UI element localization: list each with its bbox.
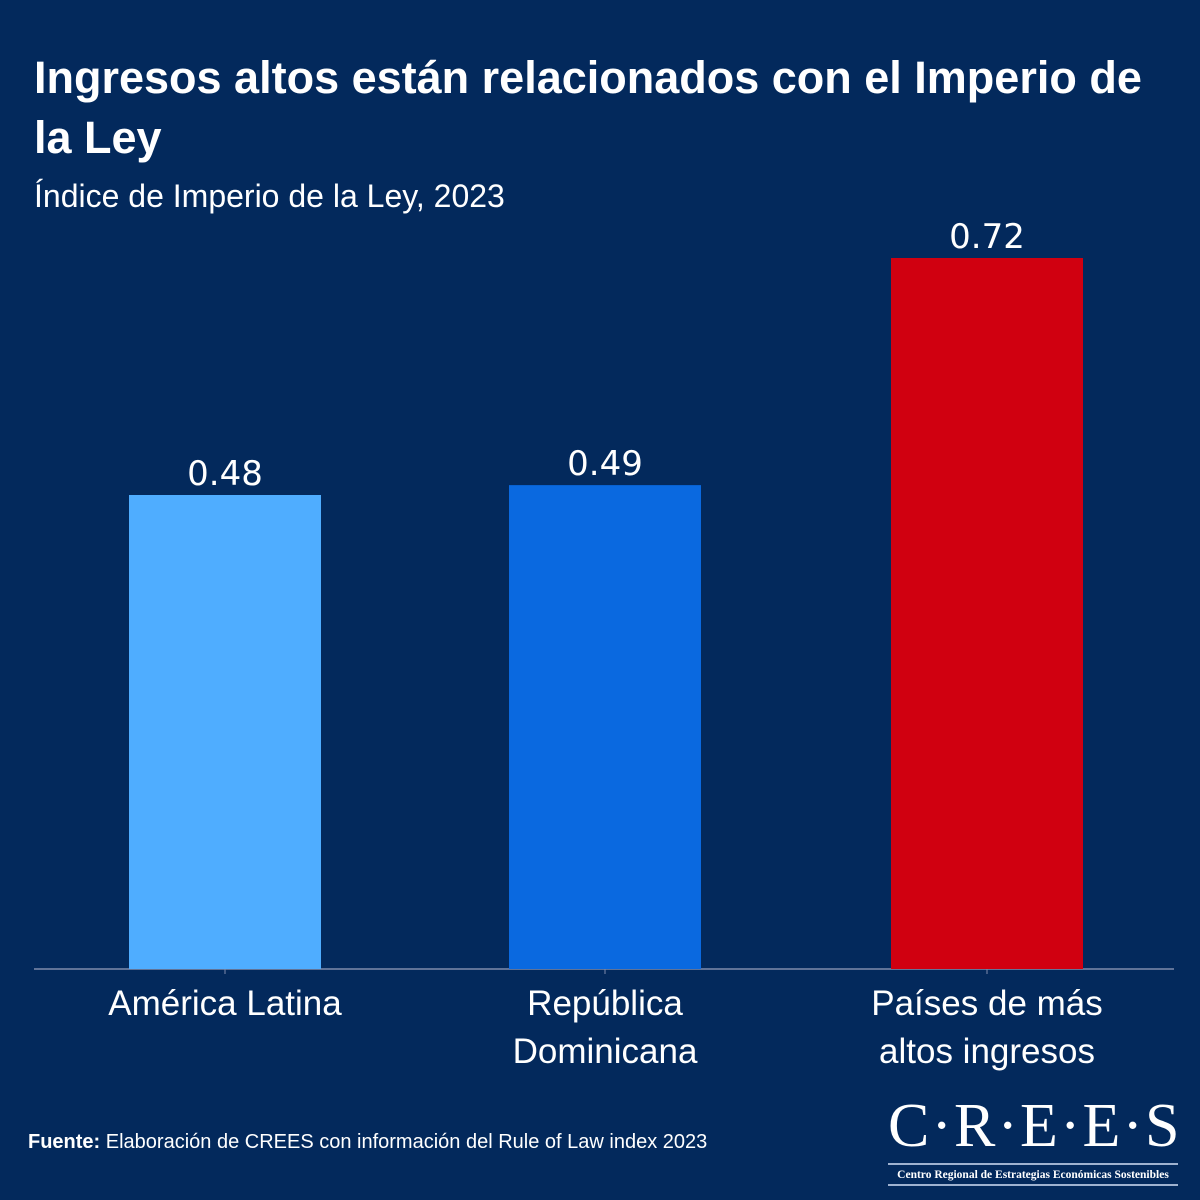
crees-logo: C·R·E·E·S Centro Regional de Estrategias…	[888, 1092, 1182, 1186]
bar	[891, 258, 1083, 969]
chart-subtitle: Índice de Imperio de la Ley, 2023	[34, 178, 505, 214]
category-label: América Latina	[108, 984, 342, 1023]
bar	[509, 485, 701, 969]
bar	[129, 495, 321, 969]
category-label: Países de más altos ingresos	[871, 984, 1103, 1071]
value-label: 0.72	[949, 217, 1025, 257]
source-note: Fuente: Elaboración de CREES con informa…	[28, 1131, 707, 1154]
chart-title: Ingresos altos están relacionados con el…	[34, 52, 1142, 163]
value-label: 0.49	[567, 444, 643, 484]
logo-wordmark: C·R·E·E·S	[888, 1092, 1182, 1160]
source-text: Elaboración de CREES con información del…	[100, 1131, 708, 1153]
source-label: Fuente:	[28, 1131, 101, 1153]
category-label: República Dominicana	[512, 984, 698, 1071]
value-label: 0.48	[187, 454, 263, 494]
logo-tagline: Centro Regional de Estrategias Económica…	[897, 1169, 1169, 1181]
